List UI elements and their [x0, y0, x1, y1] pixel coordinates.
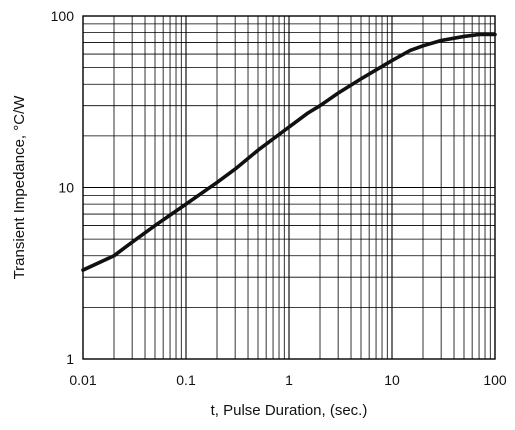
plot-frame	[82, 15, 496, 360]
x-axis-title: t, Pulse Duration, (sec.)	[211, 402, 368, 419]
x-tick-label: 100	[483, 372, 507, 388]
major-gridlines	[83, 16, 495, 359]
x-tick-label: 1	[285, 372, 293, 388]
x-tick-label: 10	[384, 372, 400, 388]
x-tick-label: 0.1	[176, 372, 196, 388]
y-tick-label: 10	[58, 180, 74, 196]
y-tick-label: 100	[51, 8, 75, 24]
x-tick-label: 0.01	[69, 372, 96, 388]
transient-impedance-curve	[81, 32, 497, 272]
x-tick-labels: 0.01 0.1 1 10 100	[69, 372, 507, 388]
y-tick-label: 1	[66, 351, 74, 367]
y-tick-labels: 1 10 100	[51, 8, 75, 367]
y-axis-title: Transient Impedance, °C/W	[11, 95, 28, 280]
series-layer	[81, 32, 497, 272]
